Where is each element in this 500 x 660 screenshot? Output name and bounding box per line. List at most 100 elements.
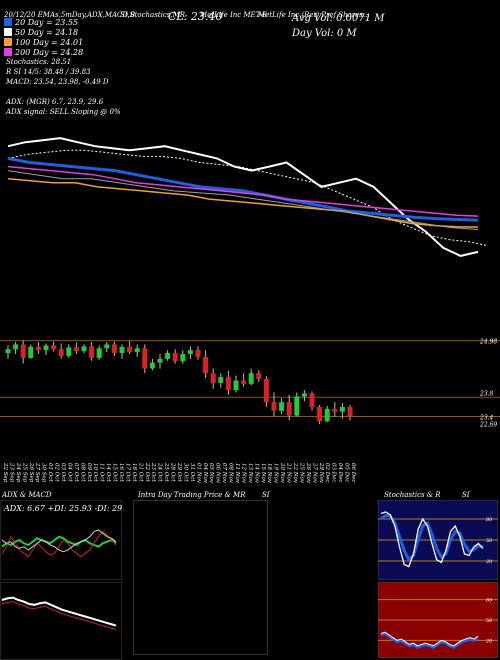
candle-body xyxy=(13,344,19,350)
ma-chart xyxy=(7,137,489,257)
candle-body xyxy=(279,402,285,411)
candle-body xyxy=(309,393,315,407)
price-axis-label: 23.8 xyxy=(479,390,494,397)
candle-body xyxy=(233,380,239,391)
candle-body xyxy=(43,345,49,351)
adx-line xyxy=(1,535,117,548)
header-indicators-list-2: SI,Stochastics,MR xyxy=(120,11,186,19)
candle-body xyxy=(256,373,262,380)
date-axis-label: 18 Nov xyxy=(266,463,272,484)
candle-body xyxy=(149,362,155,369)
date-axis-label: 14 Oct xyxy=(105,463,111,482)
candle-body xyxy=(332,408,338,412)
date-axis-label: 22 Nov xyxy=(292,462,298,484)
date-axis-label: 27 Nov xyxy=(311,462,317,484)
macd-value: MACD: 23.54, 23.98, -0.49 D xyxy=(6,78,109,86)
intraday-panel-title: Intra Day Trading Price & MR xyxy=(138,491,246,499)
date-axis-label: 22 Oct xyxy=(144,462,150,482)
candle-body xyxy=(241,380,247,384)
si-line-white xyxy=(380,631,479,647)
date-axis-label: 09 Oct xyxy=(86,463,92,482)
macd-line xyxy=(1,596,117,627)
adx-line xyxy=(1,529,117,553)
stochastics-panel: 80 50 20 xyxy=(378,500,498,580)
date-axis-label: 08 Oct xyxy=(79,463,85,482)
avg-volume: Avg Vol: 0.0071 M xyxy=(292,13,385,24)
si-line-blue xyxy=(380,631,479,649)
macd-signal-line xyxy=(1,601,117,631)
date-axis-label: 04 Dec xyxy=(337,463,343,483)
header-indicators-list: 20/12/20 EMAs,5mDay,ADX,MACD,B xyxy=(4,11,136,19)
candle-body xyxy=(248,373,254,384)
adx-signal: ADX signal: SELL Sloping @ 0% xyxy=(6,108,121,116)
adx-values-label: ADX: 6.67 +DI: 25.93 -DI: 29.63 xyxy=(3,504,122,513)
date-axis-label: 18 Oct xyxy=(131,463,137,482)
candle-body xyxy=(119,346,125,354)
candle-body xyxy=(271,402,277,411)
date-axis-label: 12 Nov xyxy=(240,463,246,484)
si-panel: 80 50 20 xyxy=(378,582,498,658)
legend-swatch-icon xyxy=(4,18,12,26)
date-axis-label: 02 Oct xyxy=(54,463,60,482)
candle-body xyxy=(96,348,102,358)
candle-body xyxy=(81,346,87,352)
candle-body xyxy=(165,353,171,359)
date-axis-label: 23 Sep xyxy=(8,462,14,483)
date-axis-label: 01 Oct xyxy=(47,463,53,482)
candle-body xyxy=(286,402,292,416)
close-price: CL: 23.40 xyxy=(168,10,223,23)
ma-legend-item: 50 Day = 24.18 xyxy=(4,28,83,38)
date-axis-label: 28 Oct xyxy=(170,462,176,482)
price-line xyxy=(7,137,479,257)
macd-panel xyxy=(0,582,122,660)
date-axis-label: 17 Oct xyxy=(124,463,130,482)
candle-body xyxy=(301,393,307,397)
date-axis-label: 26 Sep xyxy=(28,462,34,483)
ma-dotted-line xyxy=(7,149,489,247)
candle-body xyxy=(347,406,353,417)
legend-label: 20 Day = 23.55 xyxy=(15,18,79,27)
date-axis-label: 10 Oct xyxy=(92,463,98,482)
candle-body xyxy=(187,350,193,355)
candle-body xyxy=(66,347,72,356)
candle-body xyxy=(104,344,110,349)
candle-body xyxy=(127,346,133,353)
candle-body xyxy=(51,345,57,350)
ma-legend: 20 Day = 23.55 50 Day = 24.18 100 Day = … xyxy=(4,18,83,58)
date-axis-label: 15 Nov xyxy=(260,463,266,484)
ma-100-line xyxy=(7,177,479,228)
stoch-d-line xyxy=(380,513,484,563)
date-axis-label: 21 Nov xyxy=(286,462,292,484)
date-axis-label: 31 Oct xyxy=(189,463,195,482)
day-volume: Day Vol: 0 M xyxy=(292,28,357,39)
ma-legend-item: 100 Day = 24.01 xyxy=(4,38,83,48)
price-axis-label: 24.98 xyxy=(479,339,497,346)
stochastics-detail: R SI 14/5: 38.48 / 39.83 xyxy=(6,68,91,76)
date-axis-label: 04 Oct xyxy=(66,463,72,482)
stoch-axis-label: 80 xyxy=(486,517,493,523)
candle-body xyxy=(172,353,178,362)
candle-body xyxy=(89,346,95,358)
header-company: MetLife Inc (Ret) Pref Shares... xyxy=(258,11,370,19)
date-axis-label: 01 Nov xyxy=(195,463,201,484)
legend-label: 50 Day = 24.18 xyxy=(15,28,79,37)
date-axis-label: 11 Nov xyxy=(234,463,240,484)
price-axis-label: 23.4 xyxy=(479,415,494,422)
candle-body xyxy=(157,358,163,363)
date-axis-label: 25 Sep xyxy=(21,462,27,483)
date-axis-label: 07 Nov xyxy=(221,463,227,484)
candle-body xyxy=(58,349,64,356)
date-axis-label: 22 Sep xyxy=(2,462,8,483)
date-axis-label: 05 Dec xyxy=(344,463,350,483)
date-axis-label: 29 Nov xyxy=(318,462,324,484)
date-axis-label: 24 Oct xyxy=(157,462,163,482)
ma-50-line xyxy=(7,170,479,230)
date-axis-label: 11 Oct xyxy=(99,463,105,482)
si-axis-label: 50 xyxy=(486,618,493,624)
stoch-k-line xyxy=(380,511,484,568)
adx-panel: ADX: 6.67 +DI: 25.93 -DI: 29.63 xyxy=(0,500,122,580)
intraday-panel xyxy=(133,500,268,655)
adx-panel-title: ADX & MACD xyxy=(2,491,52,499)
date-axis-label: 30 Oct xyxy=(182,463,188,482)
date-axis-label: 04 Nov xyxy=(202,463,208,484)
